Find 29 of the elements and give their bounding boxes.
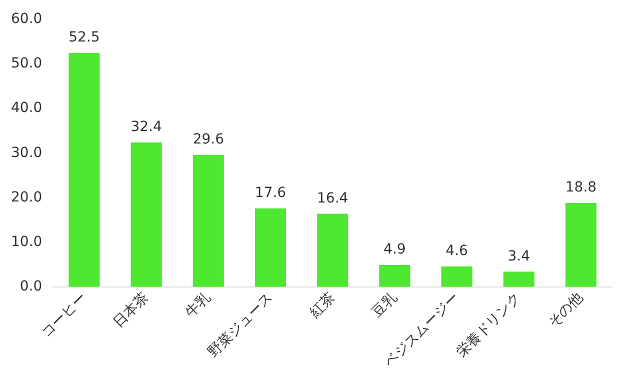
bar — [254, 208, 286, 287]
bar — [565, 203, 596, 287]
bar — [379, 264, 410, 287]
y-tick-label: 60.0 — [11, 11, 42, 28]
y-tick-label: 50.0 — [11, 56, 42, 72]
data-label: 4.9 — [384, 242, 406, 258]
bar — [503, 272, 534, 287]
data-label: 17.6 — [254, 185, 286, 202]
data-label: 29.6 — [192, 132, 224, 148]
bar — [317, 214, 348, 287]
y-tick-label: 20.0 — [11, 189, 42, 206]
data-label: 52.5 — [68, 29, 100, 46]
x-tick-label: 豆乳 — [368, 290, 400, 321]
bar — [192, 154, 224, 287]
x-tick-label: その他 — [545, 290, 586, 331]
data-label: 4.6 — [446, 242, 468, 259]
y-tick-label: 10.0 — [11, 234, 42, 250]
data-label: 32.4 — [130, 119, 162, 136]
y-tick-label: 30.0 — [11, 144, 42, 161]
data-label: 3.4 — [508, 248, 530, 264]
x-tick-label: 日本茶 — [110, 290, 152, 331]
data-label: 16.4 — [317, 190, 348, 206]
y-tick-label: 40.0 — [11, 100, 42, 116]
x-tick-label: 牛乳 — [182, 290, 214, 321]
data-label: 18.8 — [565, 180, 597, 196]
bar — [130, 142, 162, 287]
bar — [441, 266, 472, 287]
x-tick-label: 紅茶 — [306, 290, 338, 321]
bar — [68, 52, 100, 287]
